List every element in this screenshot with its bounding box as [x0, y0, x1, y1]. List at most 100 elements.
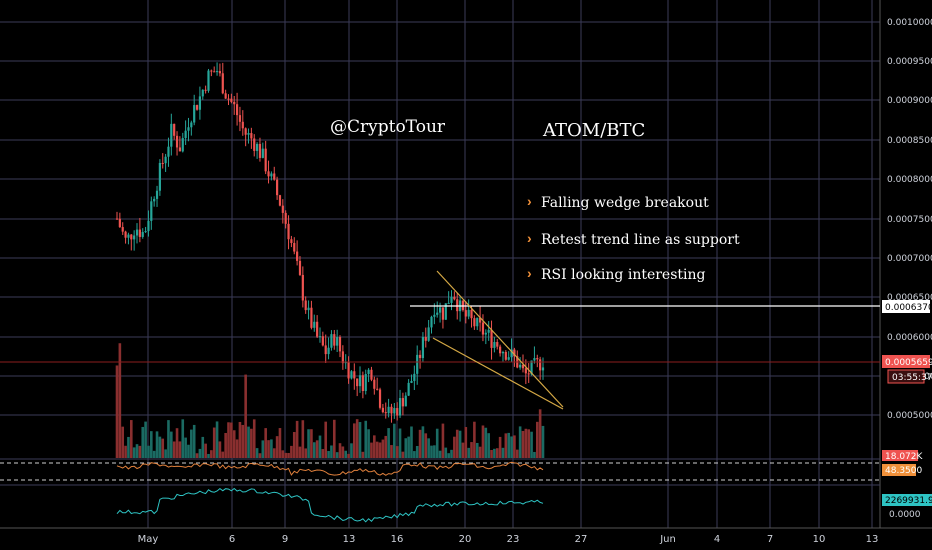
- candle-body: [341, 351, 344, 364]
- candle-body: [221, 73, 224, 94]
- candle-body: [484, 332, 487, 335]
- candle-body: [244, 128, 247, 135]
- candle-body: [190, 122, 193, 128]
- volume-bars: [115, 343, 545, 458]
- candle-body: [376, 388, 379, 390]
- candle-body: [124, 231, 127, 238]
- candle-body: [296, 251, 299, 261]
- volume-bar: [195, 453, 199, 458]
- volume-bar: [530, 431, 533, 458]
- candle-body: [276, 179, 279, 196]
- time-tick-label: 13: [866, 534, 879, 545]
- candle-body: [327, 347, 330, 355]
- volume-bar: [524, 428, 528, 458]
- candle-body: [238, 115, 242, 122]
- candle-body: [261, 148, 264, 158]
- price-tick-label: 0.0008500: [887, 136, 932, 146]
- candle-body: [336, 337, 339, 346]
- candle-body: [499, 346, 502, 354]
- price-tick-label: 0.0007500: [887, 215, 932, 225]
- candle-body: [358, 375, 362, 387]
- price-tick-label: 0.0007000: [887, 254, 932, 264]
- volume-bar: [272, 448, 276, 458]
- volume-bar: [327, 450, 330, 458]
- time-tick-label: 7: [767, 534, 773, 545]
- candle-body: [181, 138, 184, 152]
- candle-body: [127, 234, 130, 238]
- volume-bar: [284, 452, 287, 458]
- volume-bar: [161, 438, 165, 458]
- volume-bar: [227, 422, 230, 458]
- volume-bar: [210, 450, 213, 458]
- volume-bar: [124, 445, 127, 458]
- time-axis[interactable]: May 6 9 13 16 20 23 27 Jun 4 7 10 13: [138, 534, 879, 545]
- candle-body: [133, 235, 136, 240]
- candle-body: [304, 300, 307, 311]
- candle-body: [158, 162, 161, 191]
- volume-bar: [435, 428, 439, 458]
- volume-bar: [129, 420, 133, 458]
- volume-bar: [315, 440, 319, 458]
- candle-body: [353, 371, 356, 379]
- volume-bar: [181, 419, 185, 458]
- candle-body: [533, 358, 536, 361]
- candle-body: [453, 296, 456, 300]
- volume-bar: [270, 439, 273, 458]
- candle-body: [530, 360, 533, 375]
- candle-body: [527, 373, 530, 375]
- candle-body: [456, 299, 459, 312]
- volume-bar: [510, 436, 513, 458]
- candle-body: [438, 307, 442, 313]
- volume-bar: [335, 452, 339, 458]
- volume-bar: [250, 428, 253, 458]
- candle-body: [407, 382, 410, 396]
- volume-bar: [238, 421, 242, 458]
- time-tick-label: May: [138, 534, 159, 545]
- volume-bar: [393, 423, 396, 458]
- candle-body: [210, 70, 213, 72]
- volume-bar: [515, 449, 519, 458]
- volume-bar: [455, 429, 459, 458]
- candle-body: [313, 321, 316, 328]
- price-tick-label: 0.0009500: [887, 57, 932, 67]
- volume-bar: [218, 441, 222, 458]
- candle-body: [213, 71, 216, 73]
- volume-bar: [504, 433, 508, 458]
- candle-body: [510, 349, 513, 358]
- candle-body: [481, 322, 485, 335]
- candle-body: [504, 351, 507, 360]
- candle-body: [470, 309, 473, 319]
- volume-bar: [450, 449, 453, 458]
- volume-bar: [190, 429, 193, 458]
- candle-body: [467, 309, 470, 317]
- volume-bar: [324, 421, 328, 458]
- volume-bar: [267, 440, 270, 458]
- volume-bar: [341, 446, 345, 458]
- volume-bar: [387, 428, 390, 458]
- time-tick-label: 27: [575, 534, 588, 545]
- volume-bar: [430, 445, 433, 458]
- candle-body: [427, 327, 430, 341]
- volume-bar: [201, 436, 205, 458]
- candle-body: [118, 218, 121, 228]
- volume-bar: [481, 425, 485, 458]
- chevron-right-icon: ›: [527, 230, 532, 246]
- obv-zero-label: 0.0000: [889, 510, 921, 520]
- volume-bar: [367, 429, 370, 458]
- chevron-right-icon: ›: [527, 193, 532, 209]
- candle-body: [170, 123, 173, 147]
- candle-body: [287, 223, 290, 240]
- candle-body: [424, 336, 427, 341]
- volume-bar: [167, 420, 170, 458]
- volume-bar: [478, 446, 482, 458]
- rsi-label: 48.3500: [885, 466, 922, 476]
- volume-bar: [375, 441, 379, 458]
- volume-bar: [232, 430, 236, 458]
- candle-body: [195, 105, 199, 110]
- candle-body: [381, 407, 384, 413]
- volume-bar: [172, 441, 176, 458]
- volume-tag: 18.072K: [882, 450, 923, 462]
- time-tick-label: 10: [813, 534, 826, 545]
- volume-bar: [198, 448, 202, 458]
